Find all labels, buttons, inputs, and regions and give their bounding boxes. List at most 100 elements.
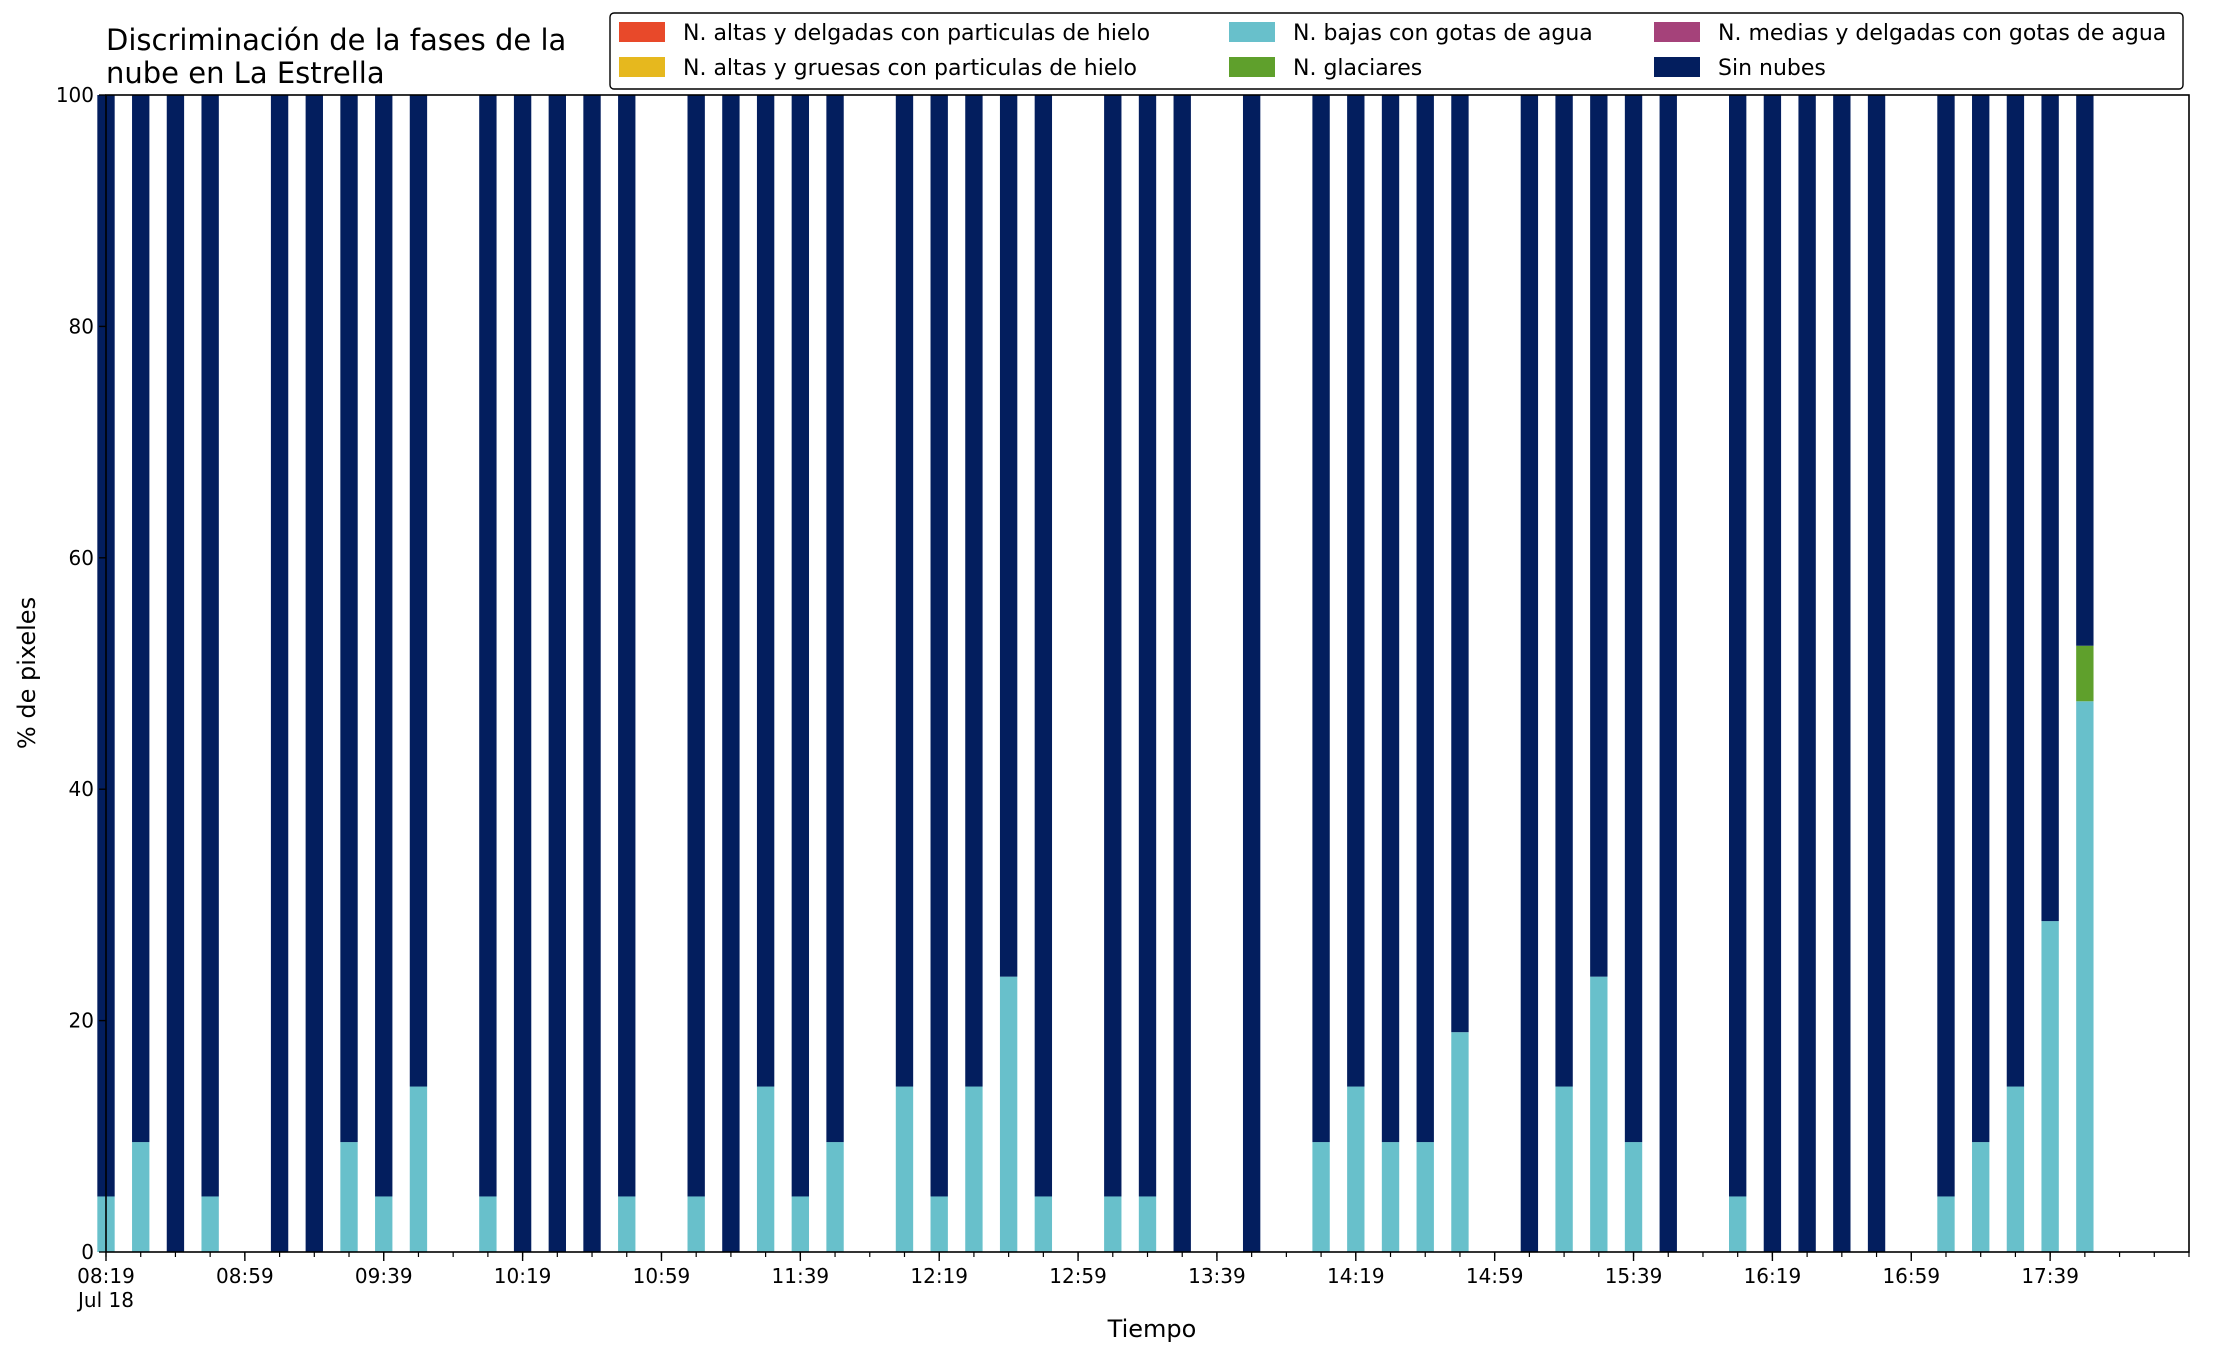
x-axis-label: Tiempo — [1107, 1315, 1197, 1343]
bar-segment-1309-s2 — [1104, 1196, 1122, 1252]
bar-segment-0919-s5 — [305, 95, 323, 1252]
legend-swatch-1 — [619, 57, 665, 77]
bar-segment-1009-s2 — [479, 1196, 497, 1252]
bar-segment-0949-s2 — [409, 1086, 428, 1252]
bar-segment-1049-s5 — [618, 95, 636, 1197]
bar-segment-1219-s2 — [930, 1196, 948, 1252]
y-tick-label-4: 80 — [69, 314, 94, 338]
bar-segment-1219-s5 — [930, 95, 948, 1197]
bar-segment-1529-s2 — [1590, 976, 1608, 1252]
y-tick-label-5: 100 — [56, 83, 94, 107]
bar-segment-1709-s5 — [1937, 95, 1955, 1197]
bar-segment-1239-s2 — [999, 976, 1018, 1252]
bar-segment-1439-s5 — [1416, 95, 1434, 1143]
bar-segment-1609-s2 — [1729, 1196, 1747, 1252]
bar-segment-1729-s2 — [2006, 1086, 2025, 1252]
bar-segment-1609-s5 — [1729, 95, 1747, 1197]
chart-title-line-1: Discriminación de la fases de la — [106, 23, 566, 57]
bar-segment-1619-s5 — [1763, 95, 1782, 1252]
legend-label-2: N. bajas con gotas de agua — [1293, 21, 1593, 46]
bar-segment-1539-s5 — [1624, 95, 1643, 1143]
bars-layer — [97, 95, 2094, 1252]
legend-label-3: N. glaciares — [1293, 56, 1422, 81]
x-tick-label-14: 17:39 — [2021, 1264, 2079, 1288]
x-tick-label-5: 11:39 — [772, 1264, 830, 1288]
bar-segment-1239-s5 — [999, 95, 1018, 977]
y-tick-label-2: 40 — [69, 777, 94, 801]
y-axis-label: % de pixeles — [13, 597, 41, 749]
x-tick-label-6: 12:19 — [910, 1264, 968, 1288]
bar-segment-1329-s5 — [1173, 95, 1191, 1252]
bar-segment-1349-s5 — [1242, 95, 1261, 1252]
bar-segment-1209-s5 — [895, 95, 914, 1087]
x-tick-label-1: 08:59 — [216, 1264, 274, 1288]
bar-segment-1129-s2 — [756, 1086, 775, 1252]
y-axis: 0 20 40 60 80 100 — [56, 83, 106, 1264]
bar-segment-1449-s5 — [1451, 95, 1469, 1033]
legend-swatch-3 — [1229, 57, 1275, 77]
legend-swatch-5 — [1654, 57, 1700, 77]
bar-segment-1409-s5 — [1312, 95, 1330, 1143]
x-tick-label-2: 09:39 — [355, 1264, 413, 1288]
bar-segment-1439-s2 — [1416, 1142, 1434, 1252]
bar-segment-1419-s2 — [1347, 1086, 1365, 1252]
legend-label-5: Sin nubes — [1718, 56, 1826, 81]
bar-segment-1019-s5 — [513, 95, 532, 1252]
bar-segment-1319-s5 — [1138, 95, 1157, 1197]
x-tick-label-8: 13:39 — [1188, 1264, 1246, 1288]
chart-title-line-2: nube en La Estrella — [106, 56, 385, 90]
x-tick-label-10: 14:59 — [1466, 1264, 1524, 1288]
bar-segment-1119-s5 — [722, 95, 740, 1252]
bar-segment-0929-s5 — [340, 95, 358, 1143]
bar-segment-1549-s5 — [1659, 95, 1677, 1252]
bar-segment-1139-s2 — [791, 1196, 810, 1252]
bar-segment-1049-s2 — [618, 1196, 636, 1252]
chart-title: Discriminación de la fases de la nube en… — [106, 23, 566, 90]
bar-segment-0849-s2 — [201, 1196, 219, 1252]
bar-segment-1729-s5 — [2006, 95, 2025, 1087]
bar-segment-1709-s2 — [1937, 1196, 1955, 1252]
bar-segment-0949-s5 — [409, 95, 428, 1087]
x-tick-label-11: 15:39 — [1605, 1264, 1663, 1288]
legend-swatch-2 — [1229, 22, 1275, 42]
bar-segment-1209-s2 — [895, 1086, 914, 1252]
bar-segment-1539-s2 — [1624, 1142, 1643, 1252]
legend-label-1: N. altas y gruesas con particulas de hie… — [683, 56, 1137, 81]
bar-segment-1029-s5 — [548, 95, 566, 1252]
bar-segment-1149-s5 — [826, 95, 844, 1143]
legend-label-4: N. medias y delgadas con gotas de agua — [1718, 21, 2166, 46]
bar-segment-1149-s2 — [826, 1142, 844, 1252]
bar-segment-1719-s5 — [1972, 95, 1990, 1143]
bar-segment-1519-s2 — [1555, 1086, 1573, 1252]
bar-segment-1449-s2 — [1451, 1032, 1469, 1252]
bar-segment-1529-s5 — [1590, 95, 1608, 977]
bar-segment-0939-s5 — [375, 95, 393, 1197]
x-tick-label-3: 10:19 — [494, 1264, 552, 1288]
x-tick-label-9: 14:19 — [1327, 1264, 1385, 1288]
bar-segment-1419-s5 — [1347, 95, 1365, 1087]
bar-segment-0909-s5 — [270, 95, 289, 1252]
bar-segment-1109-s2 — [687, 1196, 705, 1252]
x-date-label: Jul 18 — [76, 1288, 134, 1312]
bar-segment-1639-s5 — [1833, 95, 1851, 1252]
bar-segment-1249-s5 — [1034, 95, 1053, 1197]
bar-segment-0929-s2 — [340, 1142, 358, 1252]
y-tick-label-1: 20 — [69, 1009, 94, 1033]
bar-segment-0829-s5 — [132, 95, 150, 1143]
bar-segment-1229-s5 — [965, 95, 983, 1087]
y-tick-label-3: 60 — [69, 546, 94, 570]
bar-segment-0849-s5 — [201, 95, 219, 1197]
bar-segment-1739-s5 — [2041, 95, 2059, 922]
bar-segment-1649-s5 — [1867, 95, 1886, 1252]
y-tick-label-0: 0 — [81, 1240, 94, 1264]
bar-segment-0839-s5 — [166, 95, 185, 1252]
bar-segment-1249-s2 — [1034, 1196, 1053, 1252]
bar-segment-1109-s5 — [687, 95, 705, 1197]
bar-segment-0939-s2 — [375, 1196, 393, 1252]
bar-segment-1409-s2 — [1312, 1142, 1330, 1252]
x-tick-label-4: 10:59 — [633, 1264, 691, 1288]
bar-segment-1039-s5 — [583, 95, 601, 1252]
legend-frame — [609, 12, 2184, 90]
legend-label-0: N. altas y delgadas con particulas de hi… — [683, 21, 1150, 46]
